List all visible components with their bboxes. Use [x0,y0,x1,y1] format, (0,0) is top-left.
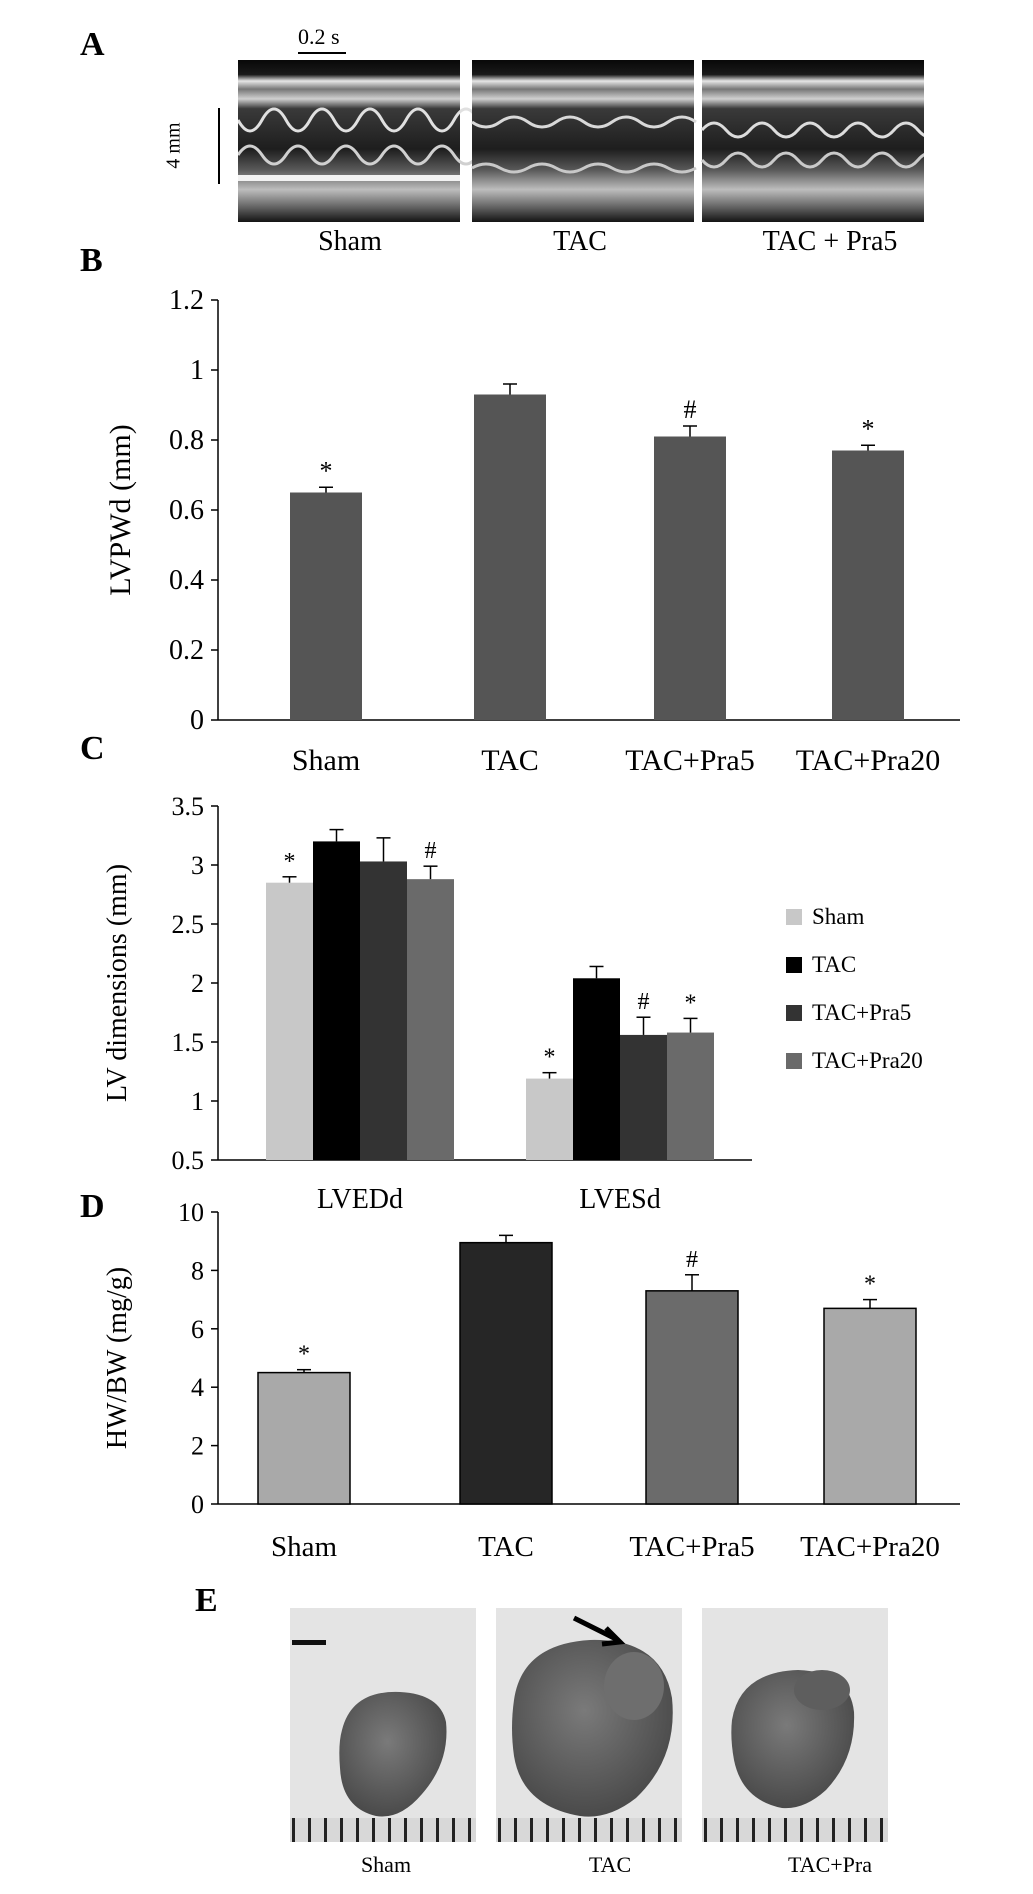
legend-swatch [786,957,802,973]
heart-label-tac: TAC [588,1852,632,1877]
significance-marker: * [320,456,333,485]
significance-marker: * [298,1342,310,1368]
heart-photo-sham [290,1608,476,1842]
heart-label-tac-pra: TAC+Pra [788,1852,872,1877]
heart-photo-tac-pra [702,1608,888,1842]
y-tick-label: 0.6 [169,495,204,526]
significance-marker: # [638,989,650,1015]
arrow-icon [572,1615,620,1643]
legend-swatch [786,1053,802,1069]
x-category-label: TAC+Pra5 [625,744,755,777]
x-category-label: TAC+Pra20 [796,744,941,777]
y-tick-label: 0 [191,1490,204,1519]
distance-scale-bar [218,108,220,184]
y-axis-label: HW/BW (mg/g) [102,1267,133,1449]
echo-label-sham: Sham [318,226,382,257]
y-tick-label: 6 [191,1315,204,1344]
legend-label: TAC [812,952,856,977]
bar [832,450,904,720]
bar-sham [266,882,313,1160]
echo-image-sham [238,60,480,222]
y-tick-label: 0.5 [172,1146,205,1175]
heart-scale-bar [292,1640,326,1645]
significance-marker: * [544,1045,556,1071]
x-category-label: TAC [478,1531,534,1563]
legend-label: Sham [812,904,865,929]
bar-tac-pra5 [620,1034,667,1160]
panel-label-e: E [195,1582,218,1619]
y-tick-label: 2.5 [172,910,205,939]
significance-marker: # [686,1247,698,1273]
echo-label-tac: TAC [553,226,607,257]
bar [257,1371,351,1505]
panel-label-c: C [80,730,105,767]
bar-tac-pra20 [667,1032,714,1160]
panel-label-b: B [80,242,103,279]
y-tick-label: 4 [191,1373,204,1402]
bar-tac [313,841,360,1160]
legend-swatch [786,909,802,925]
y-tick-label: 0.4 [169,565,204,596]
y-tick-label: 1.2 [169,285,204,316]
y-tick-label: 0.8 [169,425,204,456]
y-axis-label: LV dimensions (mm) [102,864,133,1102]
bar [823,1307,917,1505]
bar [645,1290,739,1505]
bar-tac [573,978,620,1160]
significance-marker: * [284,849,296,875]
y-tick-label: 0.2 [169,635,204,666]
significance-marker: # [684,395,697,424]
y-tick-label: 2 [191,1432,204,1461]
bar-tac-pra20 [407,879,454,1160]
echo-label-tac-pra5: TAC + Pra5 [762,226,898,257]
x-category-label: LVEDd [317,1184,403,1215]
panel-label-a: A [80,26,105,63]
y-tick-label: 3 [191,851,204,880]
y-tick-label: 1 [190,355,204,386]
legend-swatch [786,1005,802,1021]
significance-marker: * [685,990,697,1016]
time-scale-bar [298,52,346,54]
y-tick-label: 8 [191,1256,204,1285]
heart-photos [290,1608,888,1842]
legend-label: TAC+Pra5 [812,1000,911,1025]
time-scale-label: 0.2 s [298,24,340,49]
panel-label-d: D [80,1188,105,1225]
heart-sham [339,1691,447,1817]
bar [474,394,546,720]
y-axis-label: LVPWd (mm) [104,424,137,595]
significance-marker: * [864,1272,876,1298]
x-category-label: TAC+Pra20 [800,1531,940,1563]
bar [459,1241,553,1505]
bar-tac-pra5 [360,861,407,1160]
y-tick-label: 3.5 [172,792,205,821]
significance-marker: * [862,414,875,443]
significance-marker: # [425,838,437,864]
heart-photo-tac [496,1608,682,1842]
y-tick-label: 0 [190,705,204,736]
x-category-label: Sham [271,1531,338,1563]
bar [290,492,362,720]
x-category-label: TAC [481,744,539,777]
bar [654,436,726,720]
x-category-label: TAC+Pra5 [629,1531,754,1563]
echo-image-tac [471,60,697,222]
y-tick-label: 2 [191,969,204,998]
y-tick-label: 1 [191,1087,204,1116]
echo-image-tac-pra5 [700,60,924,222]
echo-mmode-images [238,60,924,222]
y-tick-label: 10 [178,1198,204,1227]
legend-label: TAC+Pra20 [812,1048,923,1073]
heart-label-sham: Sham [360,1852,412,1877]
bar-sham [526,1078,573,1160]
x-category-label: LVESd [579,1184,660,1215]
x-category-label: Sham [292,744,360,777]
y-tick-label: 1.5 [172,1028,205,1057]
